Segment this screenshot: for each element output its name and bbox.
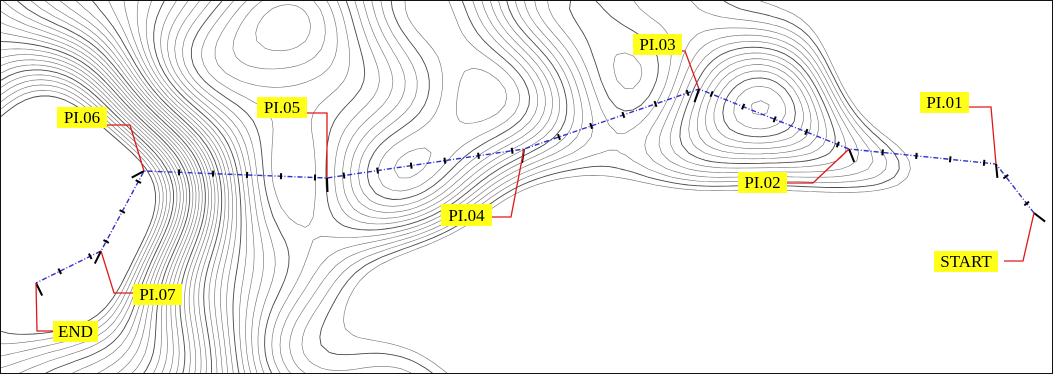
contour-line (17, 1, 206, 373)
label-pi01-text: PI.01 (926, 93, 962, 112)
contour-line (92, 1, 223, 373)
label-end: END (53, 321, 98, 342)
start-leader (1004, 212, 1035, 262)
station-tick (477, 152, 480, 159)
contour-line (145, 1, 786, 373)
pi06-leader (107, 124, 145, 172)
pi01-leader (969, 106, 997, 165)
contour-line (1, 41, 191, 373)
vertex-marker (326, 177, 329, 193)
station-tick (589, 122, 594, 130)
station-tick (103, 239, 110, 244)
contour-line (1, 48, 187, 373)
station-tick (982, 159, 986, 166)
station-tick (510, 147, 514, 154)
station-tick (772, 116, 777, 123)
pi04-leader (492, 148, 525, 218)
label-pi01: PI.01 (920, 92, 969, 113)
station-tick (119, 209, 126, 214)
station-tick (709, 90, 714, 98)
station-tick (948, 156, 952, 163)
station-tick (881, 149, 884, 156)
contour-line (174, 1, 819, 373)
station-tick (88, 253, 93, 260)
label-pi03-text: PI.03 (639, 35, 675, 54)
label-pi05: PI.05 (257, 97, 307, 118)
station-tick (557, 133, 561, 141)
label-pi06: PI.06 (57, 107, 107, 128)
station-tick (376, 167, 379, 174)
contour-line (45, 1, 212, 373)
alignment-polyline (35, 88, 1035, 284)
label-pi07-text: PI.07 (139, 285, 176, 304)
label-pi02: PI.02 (738, 172, 787, 193)
label-pi04: PI.04 (441, 204, 492, 226)
vertex-marker (848, 148, 856, 163)
pi03-leader (682, 50, 700, 90)
contour-line (60, 1, 216, 373)
station-tick (443, 157, 447, 164)
leader-lines (35, 50, 1035, 332)
label-pi06-text: PI.06 (64, 108, 100, 127)
label-end-text: END (58, 322, 93, 341)
station-tick (835, 141, 840, 148)
contour-line (214, 1, 859, 373)
vertex-marker (1033, 212, 1046, 223)
contour-line (1, 11, 200, 373)
vertex-marker (35, 282, 44, 297)
station-tick (685, 89, 690, 97)
station-tick (57, 268, 62, 275)
pi07-leader (100, 250, 133, 294)
contour-line (3, 1, 203, 373)
station-tick (342, 172, 346, 179)
contour-line (167, 1, 812, 373)
label-pi02-text: PI.02 (744, 173, 780, 192)
station-tick (135, 179, 142, 184)
station-tick (741, 103, 746, 110)
label-pi07: PI.07 (133, 284, 182, 305)
contour-line (160, 1, 804, 373)
contour-line (1, 22, 197, 373)
contour-line (1, 90, 160, 345)
contour-line (108, 1, 226, 373)
contour-line (31, 1, 209, 373)
contour-lines (1, 1, 911, 373)
station-tick (621, 111, 626, 119)
station-tick (653, 100, 658, 108)
label-pi04-text: PI.04 (448, 206, 485, 225)
contour-line (190, 1, 836, 373)
station-tick (1002, 174, 1009, 180)
contour-line (136, 1, 770, 373)
pi02-leader (787, 148, 850, 184)
contour-line (182, 1, 827, 373)
vertex-marker (93, 250, 102, 265)
station-tick (804, 128, 809, 136)
label-start: START (934, 251, 998, 272)
vertex-marker (693, 88, 700, 103)
contour-line (319, 1, 900, 373)
end-leader (35, 282, 53, 332)
station-tick (1023, 200, 1030, 207)
contour-line (76, 1, 219, 373)
label-pi05-text: PI.05 (264, 98, 300, 117)
pi05-leader (307, 112, 328, 178)
contour-line (153, 1, 796, 373)
station-tick (915, 152, 918, 159)
contour-line (1, 32, 194, 373)
station-tick (409, 162, 413, 169)
vertex-marker (131, 170, 145, 179)
contour-line (1, 64, 178, 373)
contour-line (201, 1, 847, 373)
station-labels: START PI.01 PI.02 PI.03 PI.04 PI.05 PI.0… (53, 34, 998, 342)
label-start-text: START (940, 252, 992, 271)
label-pi03: PI.03 (633, 34, 682, 55)
contour-line (123, 1, 230, 373)
vertex-marker (995, 163, 999, 179)
